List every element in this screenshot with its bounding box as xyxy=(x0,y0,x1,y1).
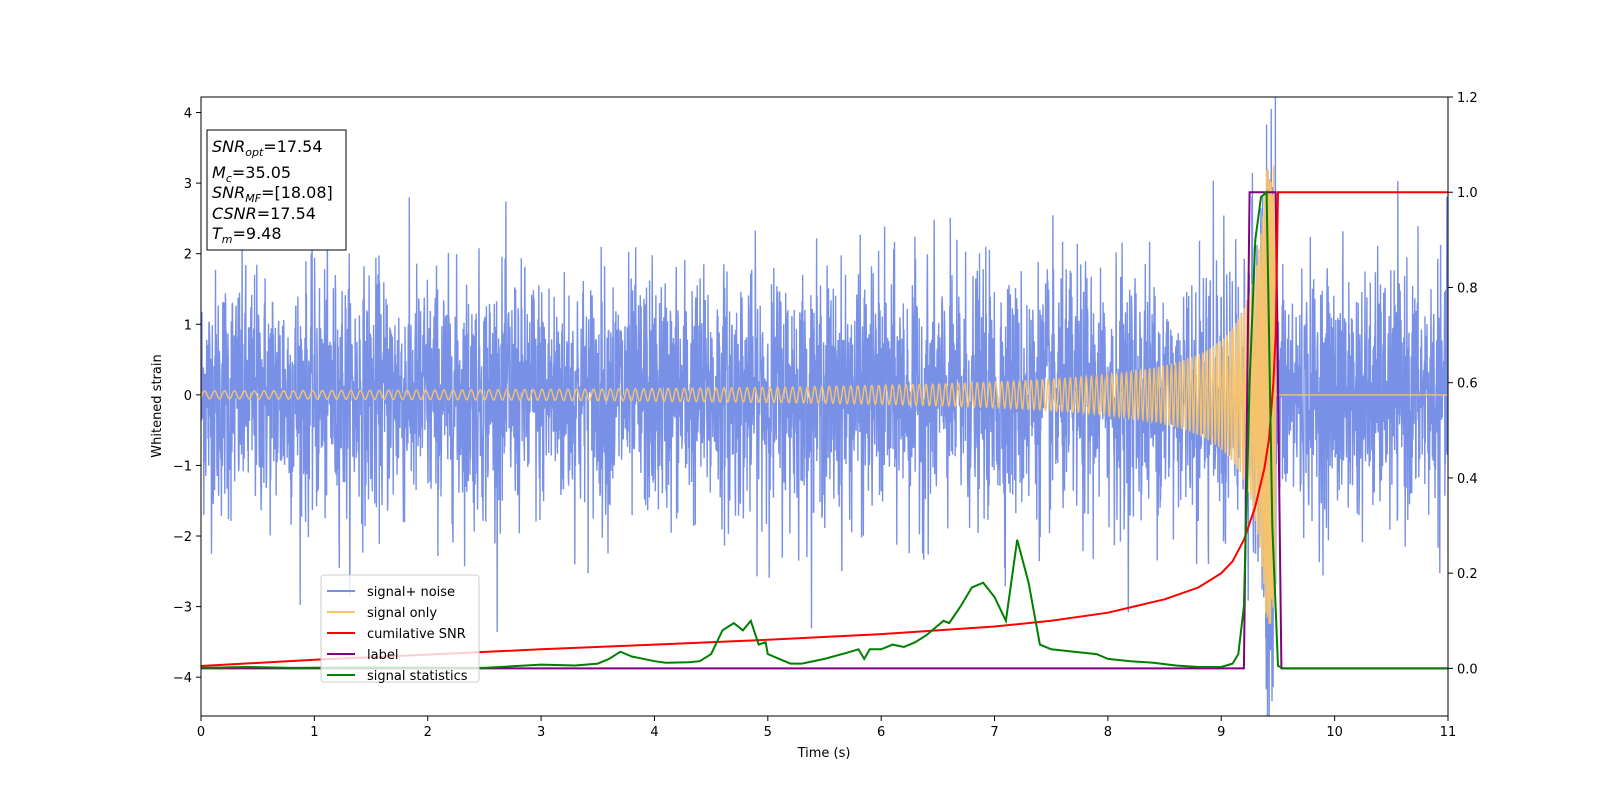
x-tick-label: 8 xyxy=(1104,725,1112,740)
y-right-tick-label: 0.6 xyxy=(1457,377,1478,392)
y-axis-right: 0.0 0.2 0.4 0.6 0.8 1.0 1.2 xyxy=(1448,91,1478,677)
y-left-tick-label: 0 xyxy=(184,389,192,404)
x-tick-label: 4 xyxy=(650,725,658,740)
info-csnr-main: CSNR xyxy=(212,204,257,223)
legend-label: label xyxy=(367,648,398,663)
x-tick-label: 0 xyxy=(197,725,205,740)
info-tm-value: =9.48 xyxy=(233,224,282,243)
info-snr-opt-value: =17.54 xyxy=(263,137,322,156)
info-box: SNRopt=17.54 Mc=35.05 SNRMF=[18.08] CSNR… xyxy=(206,129,347,251)
legend-label: cumilative SNR xyxy=(367,627,466,642)
y-left-tick-label: 2 xyxy=(184,248,192,263)
series-signal-statistics-line xyxy=(201,190,1448,670)
x-tick-label: 6 xyxy=(877,725,885,740)
legend-label: signal statistics xyxy=(367,669,468,684)
y-right-tick-label: 0.8 xyxy=(1457,281,1478,296)
info-tm-main: T xyxy=(212,224,223,243)
legend: signal+ noise signal only cumilative SNR la… xyxy=(320,574,480,684)
legend-label: signal+ noise xyxy=(367,585,455,600)
y-right-tick-label: 0.4 xyxy=(1457,472,1478,487)
info-csnr: CSNR=17.54 xyxy=(212,204,316,223)
info-mc-value: =35.05 xyxy=(232,163,291,182)
info-tm-sub: m xyxy=(222,233,233,246)
legend-frame xyxy=(320,574,480,683)
series-signal-only-line xyxy=(201,165,1448,625)
x-axis: 0 1 2 3 4 5 6 7 8 9 10 11 xyxy=(197,716,1456,740)
y-left-tick-label: −4 xyxy=(173,671,192,686)
info-snr-opt-main: SNR xyxy=(212,137,245,156)
x-axis-label: Time (s) xyxy=(797,746,851,761)
y-left-tick-label: 4 xyxy=(184,107,192,122)
y-left-tick-label: −1 xyxy=(173,459,192,474)
y-right-tick-label: 1.2 xyxy=(1457,91,1478,106)
info-tm: Tm=9.48 xyxy=(212,224,282,246)
y-right-tick-label: 0.0 xyxy=(1457,662,1478,677)
info-snr-mf: SNRMF=[18.08] xyxy=(212,183,333,205)
y-right-tick-label: 0.2 xyxy=(1457,567,1478,582)
x-tick-label: 7 xyxy=(990,725,998,740)
info-snr-mf-sub: MF xyxy=(245,192,261,205)
y-right-tick-label: 1.0 xyxy=(1457,186,1478,201)
x-tick-label: 11 xyxy=(1440,725,1457,740)
y-axis-label: Whitened strain xyxy=(150,354,165,457)
y-left-tick-label: −2 xyxy=(173,530,192,545)
x-tick-label: 3 xyxy=(537,725,545,740)
x-tick-label: 9 xyxy=(1217,725,1225,740)
info-snr-mf-value: =[18.08] xyxy=(261,183,333,202)
x-tick-label: 10 xyxy=(1326,725,1343,740)
info-snr-mf-main: SNR xyxy=(212,183,245,202)
info-box-frame xyxy=(206,129,347,251)
info-csnr-value: =17.54 xyxy=(257,204,316,223)
x-tick-label: 5 xyxy=(764,725,772,740)
legend-label: signal only xyxy=(367,606,437,621)
info-snr-opt: SNRopt=17.54 xyxy=(212,137,323,159)
y-left-tick-label: 3 xyxy=(184,177,192,192)
info-mc-sub: c xyxy=(226,172,232,185)
info-snr-opt-sub: opt xyxy=(245,146,264,159)
info-mc: Mc=35.05 xyxy=(212,163,291,185)
plot-frame xyxy=(200,96,1449,717)
y-axis-left: −4 −3 −2 −1 0 1 2 3 4 xyxy=(173,107,201,686)
info-mc-main: M xyxy=(212,163,226,182)
series-layer xyxy=(201,97,1448,716)
x-tick-label: 2 xyxy=(424,725,432,740)
x-tick-label: 1 xyxy=(310,725,318,740)
y-left-tick-label: 1 xyxy=(184,318,192,333)
y-left-tick-label: −3 xyxy=(173,601,192,616)
